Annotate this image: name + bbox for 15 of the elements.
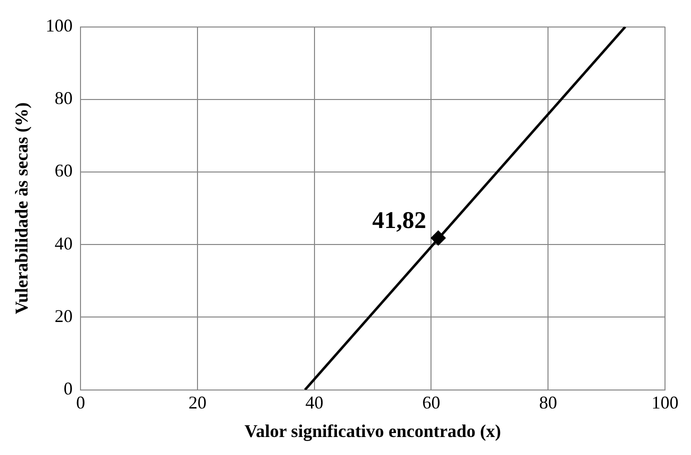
x-tick-label: 20 [188, 392, 206, 412]
x-tick-label: 60 [422, 392, 440, 412]
y-tick-label: 100 [46, 16, 73, 36]
data-label: 41,82 [372, 208, 426, 234]
y-axis-title: Vulerabilidade às secas (%) [11, 102, 32, 314]
y-tick-label: 40 [54, 233, 73, 254]
y-tick-label: 80 [54, 88, 73, 108]
x-axis-title: Valor significativo encontrado (x) [244, 420, 502, 441]
x-tick-label: 0 [76, 392, 86, 412]
x-tick-label: 100 [652, 392, 678, 412]
y-tick-label: 0 [64, 378, 73, 399]
y-tick-label: 60 [54, 160, 73, 181]
x-tick-label: 80 [539, 392, 558, 412]
y-tick-label: 20 [54, 306, 73, 326]
x-tick-label: 40 [305, 392, 324, 412]
